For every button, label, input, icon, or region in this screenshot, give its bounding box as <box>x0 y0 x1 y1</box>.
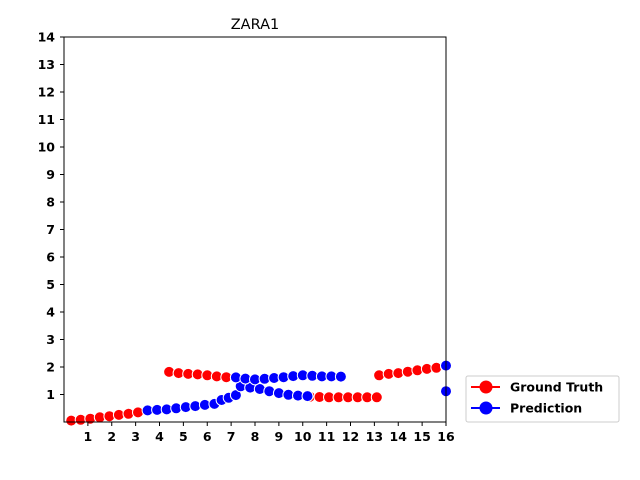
x-tick-label-5: 5 <box>179 429 188 444</box>
y-tick-label-10: 10 <box>38 140 56 155</box>
chart-plot-area <box>65 359 452 427</box>
y-tick-label-1: 1 <box>46 387 55 402</box>
legend-marker-ground-truth <box>479 380 493 394</box>
y-tick-label-2: 2 <box>46 360 55 375</box>
chart-title: ZARA1 <box>231 17 279 33</box>
y-tick-label-12: 12 <box>38 85 55 100</box>
y-tick-label-4: 4 <box>46 305 55 320</box>
x-tick-label-3: 3 <box>131 429 140 444</box>
y-tick-label-9: 9 <box>46 167 55 182</box>
legend-label-prediction: Prediction <box>510 401 582 416</box>
y-tick-label-5: 5 <box>46 277 55 292</box>
x-tick-label-6: 6 <box>203 429 212 444</box>
prediction-point-18 <box>301 390 314 403</box>
x-tick-label-9: 9 <box>275 429 284 444</box>
legend: Ground Truth Prediction <box>465 375 620 423</box>
y-tick-label-7: 7 <box>46 222 55 237</box>
y-tick-label-3: 3 <box>46 332 55 347</box>
x-tick-label-2: 2 <box>107 429 116 444</box>
ground-truth-point-7 <box>132 406 144 419</box>
prediction-point-14 <box>263 385 276 398</box>
x-tick-label-4: 4 <box>155 429 164 444</box>
x-tick-label-11: 11 <box>318 429 335 444</box>
legend-marker-prediction <box>479 401 493 415</box>
y-tick-label-11: 11 <box>38 112 55 127</box>
y-tick-label-6: 6 <box>46 250 55 265</box>
x-tick-label-13: 13 <box>366 429 383 444</box>
legend-frame <box>465 375 620 423</box>
x-tick-label-7: 7 <box>227 429 236 444</box>
ground-truth-point-23 <box>370 391 383 404</box>
prediction-point-30 <box>334 370 347 383</box>
axis-ticks: 1 2 3 4 5 6 7 8 9 10 11 12 13 14 15 1612345678910111213… <box>38 30 455 445</box>
x-tick-label-10: 10 <box>294 429 312 444</box>
y-tick-label-14: 14 <box>38 30 56 45</box>
x-tick-label-12: 12 <box>342 429 359 444</box>
plot-frame <box>63 36 447 423</box>
x-tick-label-8: 8 <box>251 429 260 444</box>
x-tick-label-16: 16 <box>437 429 455 444</box>
y-tick-label-8: 8 <box>46 195 55 210</box>
x-tick-label-14: 14 <box>390 429 408 444</box>
x-tick-label-1: 1 <box>84 429 93 444</box>
y-tick-label-13: 13 <box>38 57 55 72</box>
legend-label-ground-truth: Ground Truth <box>510 380 603 395</box>
x-tick-label-15: 15 <box>413 429 430 444</box>
